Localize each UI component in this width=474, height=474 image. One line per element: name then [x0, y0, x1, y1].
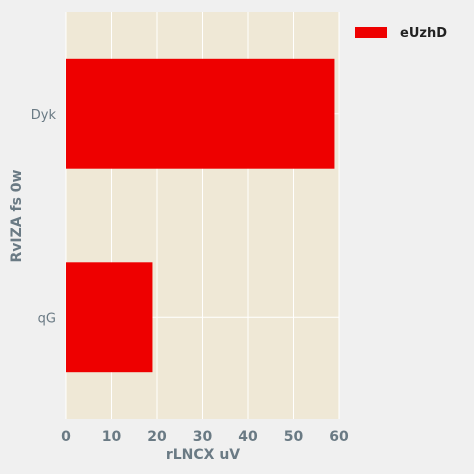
bar-qg [66, 262, 153, 373]
legend-label: eUzhD [400, 26, 447, 41]
bar-dyk [66, 58, 335, 169]
y-axis-categories: Dyk qG [31, 108, 57, 327]
x-tick-label-5: 50 [284, 429, 304, 445]
x-tick-label-6: 60 [329, 429, 349, 445]
legend-swatch [355, 27, 387, 38]
y-tick-label-0: Dyk [31, 108, 57, 123]
y-tick-label-1: qG [38, 311, 56, 326]
x-tick-label-3: 30 [193, 429, 213, 445]
x-tick-label-2: 20 [147, 429, 167, 445]
x-axis-ticks: 0 10 20 30 40 50 60 [61, 429, 349, 445]
bars-group [66, 58, 335, 373]
x-axis-title: rLNCX uV [166, 447, 240, 463]
x-tick-label-4: 40 [238, 429, 258, 445]
x-tick-label-1: 10 [102, 429, 122, 445]
legend: eUzhD [355, 26, 447, 41]
x-tick-label-0: 0 [61, 429, 71, 445]
y-axis-title: RvIZA fs 0w [9, 169, 25, 262]
